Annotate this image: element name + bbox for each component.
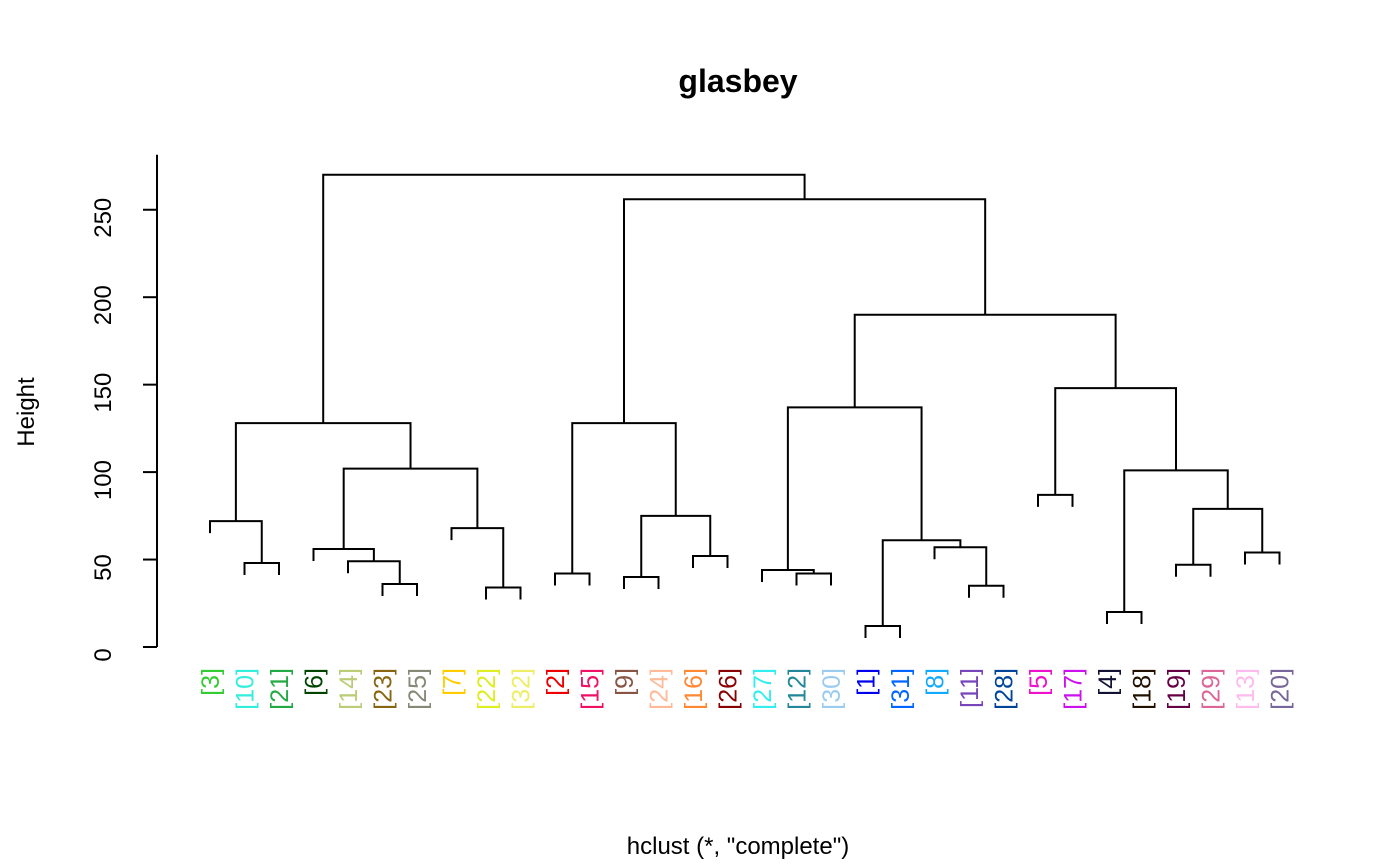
dendrogram-link: [243, 562, 280, 576]
leaf-labels: [3] [10] [21] [6] [14] [23] [25] [7] [22] [32] [2]…: [197, 668, 1295, 710]
y-tick-label: 150: [90, 373, 117, 413]
dendrogram-link: [761, 569, 815, 583]
dendrogram-link: [554, 572, 591, 586]
leaf-label: [24]: [646, 668, 674, 710]
leaf-label: [15]: [577, 668, 605, 710]
leaf-label: [12]: [784, 668, 812, 710]
dendrogram-link: [640, 514, 712, 578]
dendrogram-link: [968, 584, 1005, 598]
leaf-label: [7]: [439, 668, 467, 696]
dendrogram-link: [450, 527, 505, 588]
dendrogram-link: [571, 422, 677, 574]
leaf-label: [29]: [1198, 668, 1226, 710]
leaf-label: [28]: [991, 668, 1019, 710]
dendrogram-link: [209, 520, 263, 564]
dendrogram-links: [209, 173, 1281, 639]
leaf-label: [22]: [473, 668, 501, 710]
dendrogram-link: [1175, 563, 1212, 577]
dendrogram-link: [322, 173, 806, 424]
leaf-label: [23]: [370, 668, 398, 710]
y-axis-label: Height: [13, 377, 40, 447]
leaf-label: [25]: [404, 668, 432, 710]
leaf-label: [19]: [1163, 668, 1191, 710]
leaf-label: [4]: [1094, 668, 1122, 696]
dendrogram-link: [692, 555, 729, 569]
dendrogram-link: [881, 539, 962, 627]
dendrogram-link: [623, 576, 660, 590]
dendrogram-link: [234, 422, 412, 522]
dendrogram-link: [623, 198, 987, 424]
leaf-label: [26]: [715, 668, 743, 710]
dendrogram-link: [342, 467, 479, 550]
leaf-label: [27]: [749, 668, 777, 710]
leaf-label: [1]: [853, 668, 881, 696]
y-tick-label: 0: [90, 648, 117, 661]
dendrogram-link: [853, 313, 1117, 408]
dendrogram-link: [312, 548, 375, 562]
dendrogram-link: [1037, 493, 1074, 507]
leaf-label: [18]: [1129, 668, 1157, 710]
dendrogram-link: [795, 572, 832, 586]
dendrogram-link: [1244, 551, 1281, 565]
leaf-label: [8]: [922, 668, 950, 696]
dendrogram-link: [1054, 387, 1177, 495]
leaf-label: [2]: [542, 668, 570, 696]
leaf-label: [21]: [266, 668, 294, 710]
leaf-label: [11]: [956, 668, 984, 708]
dendrogram-link: [347, 560, 401, 585]
leaf-label: [31]: [887, 668, 915, 710]
y-axis: 0 50 100 150 200 250: [90, 154, 158, 662]
x-axis-label: hclust (*, "complete"): [627, 833, 849, 860]
leaf-label: [32]: [508, 668, 536, 710]
dendrogram-link: [864, 625, 901, 639]
leaf-label: [13]: [1232, 668, 1260, 710]
y-tick-label: 100: [90, 460, 117, 500]
leaf-label: [10]: [232, 668, 260, 710]
y-tick-label: 200: [90, 285, 117, 325]
leaf-label: [17]: [1060, 668, 1088, 710]
y-tick-label: 250: [90, 198, 117, 238]
dendrogram-link: [485, 586, 522, 600]
y-tick-label: 50: [90, 554, 117, 581]
leaf-label: [6]: [301, 668, 329, 696]
leaf-label: [20]: [1267, 668, 1295, 710]
dendrogram-link: [933, 546, 988, 586]
leaf-label: [16]: [680, 668, 708, 710]
leaf-label: [30]: [818, 668, 846, 710]
dendrogram-link: [1192, 507, 1264, 565]
leaf-label: [5]: [1025, 668, 1053, 696]
leaf-label: [14]: [335, 668, 363, 710]
dendrogram-link: [1106, 611, 1143, 625]
dendrogram-link: [1123, 469, 1229, 613]
chart-title: glasbey: [678, 63, 797, 99]
leaf-label: [9]: [611, 668, 639, 696]
dendrogram-link: [381, 583, 418, 597]
leaf-label: [3]: [197, 668, 225, 696]
dendrogram-link: [786, 406, 923, 571]
